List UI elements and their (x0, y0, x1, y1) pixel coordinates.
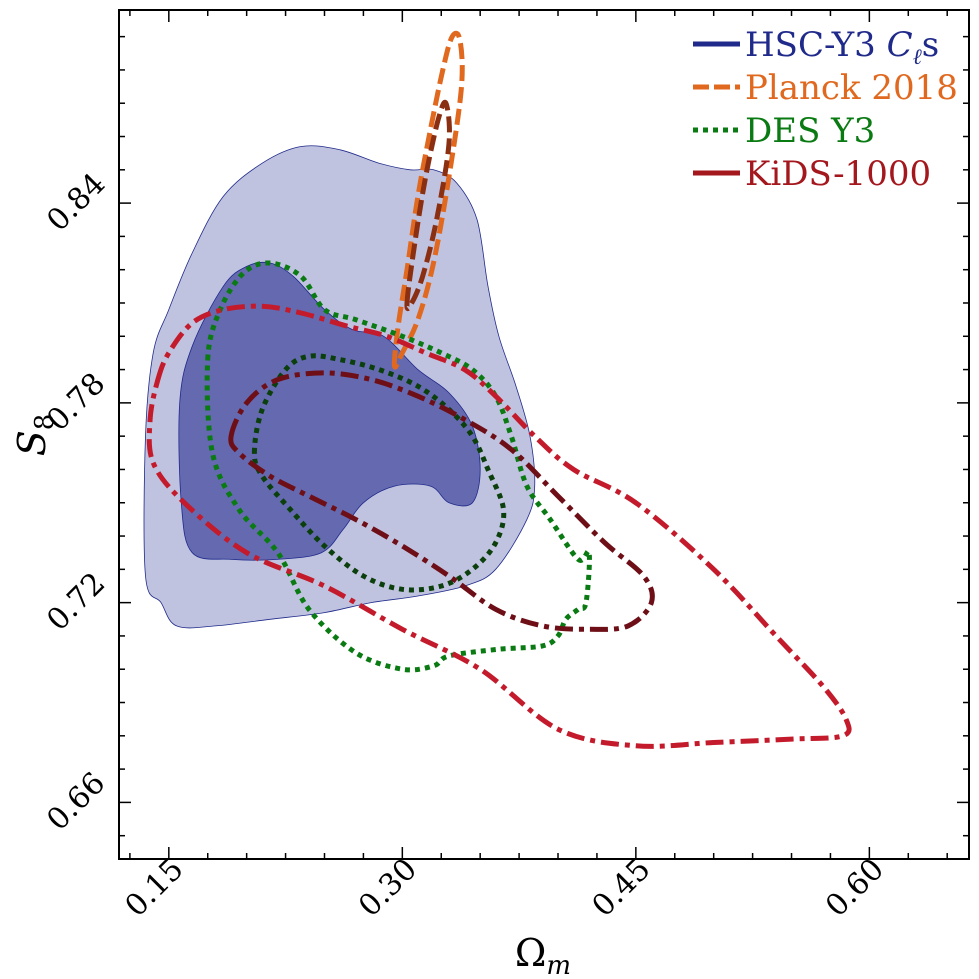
y-axis-label: S8 (10, 414, 60, 457)
legend-label-hsc-c: C (887, 25, 913, 65)
x-tick-label: 0.60 (819, 852, 891, 924)
series-dashed-1 (391, 30, 465, 370)
legend-label-hsc: HSC-Y3 Cℓs (745, 25, 939, 70)
inner-contour-2 (251, 353, 507, 593)
x-axis-label-sub: m (546, 951, 571, 979)
inner-contour-3 (228, 370, 655, 632)
x-axis-label: Ωm (515, 931, 571, 979)
series-dotted-2 (204, 260, 592, 673)
legend-label-planck: Planck 2018 (745, 68, 958, 108)
x-tick-label: 0.45 (586, 852, 658, 924)
series-dashdot-3 (146, 303, 852, 749)
tick-layer (119, 10, 969, 859)
outer-contour-1 (391, 30, 465, 370)
y-tick-label: 0.66 (40, 766, 112, 838)
legend-entry-des: DES Y3 (693, 111, 875, 151)
legend-label-kids: KiDS-1000 (745, 154, 931, 194)
legend-entry-kids: KiDS-1000 (693, 154, 931, 194)
inner-contour-1 (404, 99, 452, 312)
contour-layer (143, 30, 852, 749)
outer-contour-2 (204, 260, 592, 673)
x-tick-label: 0.15 (118, 852, 190, 924)
legend-label-hsc-sub: ℓ (913, 45, 923, 70)
legend-label-des: DES Y3 (745, 111, 875, 151)
legend-label-hsc-pre: HSC-Y3 (745, 25, 887, 65)
legend: HSC-Y3 Cℓs Planck 2018 DES Y3 KiDS-1000 (693, 25, 958, 194)
y-tick-label: 0.72 (40, 566, 112, 638)
inner-contour-0 (178, 261, 481, 561)
x-axis-label-main: Ω (515, 931, 547, 975)
y-axis-label-main: S (10, 430, 54, 456)
y-tick-label: 0.84 (40, 166, 112, 238)
series-solid-filled-0 (143, 145, 536, 629)
x-tick-label: 0.30 (352, 852, 424, 924)
legend-entry-planck: Planck 2018 (693, 68, 958, 108)
legend-entry-hsc: HSC-Y3 Cℓs (693, 25, 939, 70)
legend-label-hsc-post: s (922, 25, 939, 65)
plot-frame (118, 9, 970, 860)
y-axis-label-sub: 8 (30, 414, 60, 431)
outer-contour-3 (146, 303, 852, 749)
